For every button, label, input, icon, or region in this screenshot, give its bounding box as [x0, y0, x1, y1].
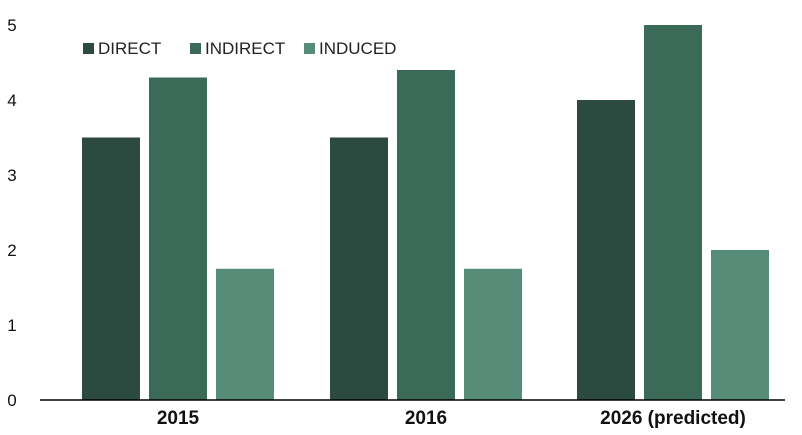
- bars-group: [82, 25, 769, 400]
- legend-swatch-induced: [304, 43, 315, 54]
- legend-swatch-direct: [83, 43, 94, 54]
- y-tick-label: 2: [7, 241, 16, 260]
- bar-indirect-2: [644, 25, 702, 400]
- y-tick-label: 0: [7, 391, 16, 410]
- legend: DIRECT INDIRECT INDUCED: [83, 39, 396, 58]
- bar-direct-1: [330, 137, 388, 400]
- bar-induced-1: [464, 268, 522, 400]
- y-tick-label: 3: [7, 166, 16, 185]
- x-tick-label: 2026 (predicted): [600, 408, 746, 429]
- legend-label-indirect: INDIRECT: [205, 39, 285, 58]
- y-tick-label: 5: [7, 16, 16, 35]
- bar-induced-0: [216, 268, 274, 400]
- bar-indirect-0: [149, 77, 207, 400]
- legend-label-induced: INDUCED: [319, 39, 396, 58]
- x-axis-ticks: 2015 2016 2026 (predicted): [157, 408, 746, 429]
- y-tick-label: 4: [7, 91, 16, 110]
- bar-induced-2: [711, 250, 769, 400]
- y-tick-label: 1: [7, 316, 16, 335]
- bar-direct-2: [577, 100, 635, 400]
- bar-direct-0: [82, 137, 140, 400]
- legend-swatch-indirect: [190, 43, 201, 54]
- x-tick-label: 2016: [405, 408, 447, 429]
- legend-label-direct: DIRECT: [98, 39, 161, 58]
- y-axis-ticks: 0 1 2 3 4 5: [7, 16, 16, 410]
- bar-indirect-1: [397, 70, 455, 400]
- x-tick-label: 2015: [157, 408, 200, 429]
